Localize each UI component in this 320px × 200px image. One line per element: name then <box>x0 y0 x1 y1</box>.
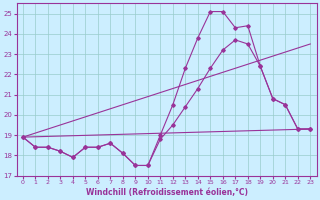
X-axis label: Windchill (Refroidissement éolien,°C): Windchill (Refroidissement éolien,°C) <box>85 188 248 197</box>
